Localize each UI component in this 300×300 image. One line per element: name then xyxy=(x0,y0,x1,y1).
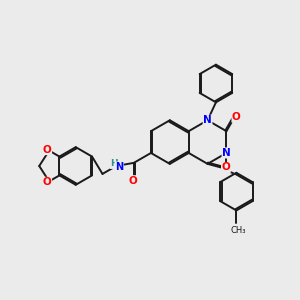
Text: O: O xyxy=(232,112,241,122)
Text: O: O xyxy=(43,145,52,154)
Text: O: O xyxy=(43,177,52,187)
Text: O: O xyxy=(128,176,137,186)
Text: H: H xyxy=(110,160,118,169)
Text: N: N xyxy=(203,115,212,125)
Text: N: N xyxy=(222,148,231,158)
Text: CH₃: CH₃ xyxy=(231,226,246,235)
Text: O: O xyxy=(221,163,230,172)
Text: N: N xyxy=(115,162,123,172)
